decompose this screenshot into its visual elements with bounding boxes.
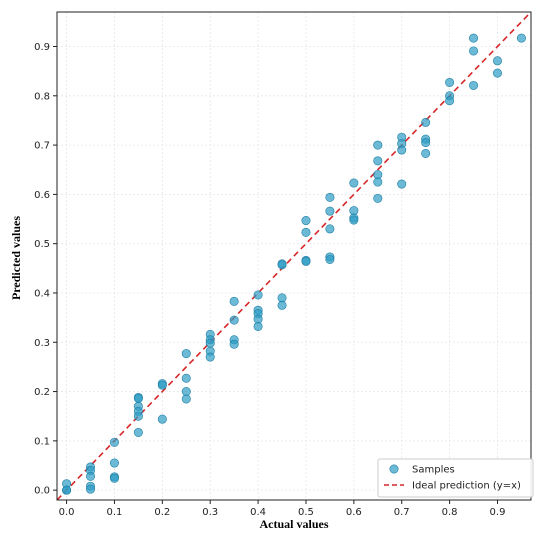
sample-point [181, 394, 191, 404]
sample-point [325, 224, 335, 234]
sample-point [229, 296, 239, 306]
sample-point [349, 215, 359, 225]
sample-point [421, 138, 431, 148]
sample-point [205, 352, 215, 362]
sample-point [157, 414, 167, 424]
sample-point [325, 206, 335, 216]
plot-frame [56, 11, 532, 501]
y-tick-label: 0.9 [34, 42, 50, 53]
y-tick-label: 0.5 [34, 239, 50, 250]
sample-point [373, 156, 383, 166]
sample-point [253, 321, 263, 331]
x-tick-label: 0.4 [250, 507, 266, 518]
sample-point [301, 256, 311, 266]
x-tick-label: 0.7 [394, 507, 410, 518]
sample-point [301, 227, 311, 237]
sample-point [133, 393, 143, 403]
sample-point [492, 56, 502, 66]
x-tick-label: 0.9 [490, 507, 506, 518]
sample-point [109, 437, 119, 447]
sample-point [229, 339, 239, 349]
sample-point [469, 80, 479, 90]
x-tick-label: 0.0 [59, 507, 75, 518]
sample-point [205, 338, 215, 348]
sample-point [516, 33, 526, 43]
y-tick-label: 0.6 [34, 190, 50, 201]
x-tick-label: 0.6 [346, 507, 362, 518]
y-tick-label: 0.3 [34, 338, 50, 349]
y-axis-title: Predicted values [9, 216, 23, 300]
sample-point [373, 177, 383, 187]
sample-point [253, 290, 263, 300]
sample-point [469, 46, 479, 56]
y-tick-label: 0.4 [34, 288, 50, 299]
sample-point [421, 148, 431, 158]
sample-point [445, 96, 455, 106]
y-tick-label: 0.0 [34, 486, 50, 497]
gridlines [57, 12, 531, 500]
sample-point [86, 484, 96, 494]
legend: Samples Ideal prediction (y=x) [377, 458, 534, 498]
sample-point [349, 178, 359, 188]
y-tick-label: 0.7 [34, 141, 50, 152]
sample-point [492, 68, 502, 78]
sample-point [133, 411, 143, 421]
x-tick-label: 0.2 [154, 507, 170, 518]
sample-point [445, 77, 455, 87]
sample-points-layer [62, 33, 526, 495]
sample-point [229, 315, 239, 325]
sample-point [133, 427, 143, 437]
legend-samples-label: Samples [412, 465, 455, 476]
x-tick-label: 0.8 [442, 507, 458, 518]
sample-point [86, 471, 96, 481]
sample-point [325, 254, 335, 264]
sample-point [277, 260, 287, 270]
sample-point [421, 117, 431, 127]
x-tick-label: 0.3 [202, 507, 218, 518]
sample-point [109, 458, 119, 468]
x-tick-label: 0.1 [107, 507, 123, 518]
y-tick-label: 0.2 [34, 387, 50, 398]
sample-point [397, 145, 407, 155]
sample-point [109, 473, 119, 483]
legend-ideal-label: Ideal prediction (y=x) [412, 481, 521, 492]
legend-box [377, 458, 534, 498]
sample-point [181, 349, 191, 359]
y-tick-label: 0.8 [34, 91, 50, 102]
sample-point [181, 373, 191, 383]
x-tick-label: 0.5 [298, 507, 314, 518]
sample-point [157, 380, 167, 390]
sample-point [62, 485, 72, 495]
sample-point [325, 192, 335, 202]
legend-samples-marker [389, 464, 399, 474]
sample-point [397, 179, 407, 189]
sample-point [301, 216, 311, 226]
sample-point [277, 300, 287, 310]
sample-point [373, 140, 383, 150]
axis-ticks: 0.0 0.1 0.2 0.3 0.4 0.5 0.6 0.7 0.8 0.9 0.0 0.1 0.2 0… [34, 42, 505, 518]
sample-point [469, 33, 479, 43]
x-axis-title: Actual values [260, 517, 329, 531]
y-tick-label: 0.1 [34, 436, 50, 447]
sample-point [373, 193, 383, 203]
